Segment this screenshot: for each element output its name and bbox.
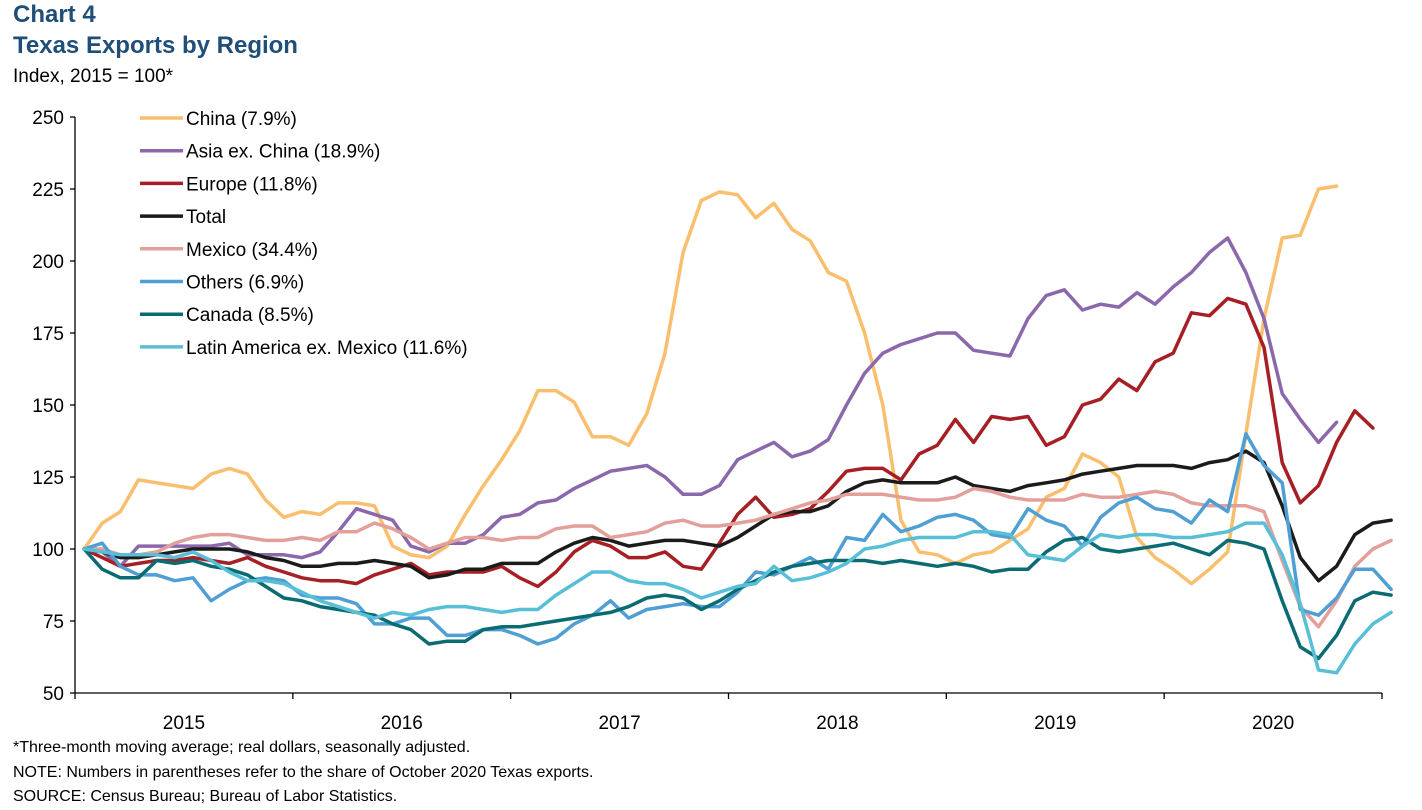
y-axis-units-label: Index, 2015 = 100* xyxy=(13,66,174,87)
series-line-asia-ex-china-18-9 xyxy=(82,236,1339,569)
x-tick-label: 2018 xyxy=(816,713,858,734)
y-tick-label: 100 xyxy=(32,540,64,561)
axes: 50 75 100 125 150 175 200 225 250 2015 2016 2017 201… xyxy=(32,108,1383,734)
legend-label: Latin America ex. Mexico (11.6%) xyxy=(186,338,468,359)
x-tick-label: 2015 xyxy=(163,713,205,734)
series-lines xyxy=(82,184,1393,675)
legend-label: Others (6.9%) xyxy=(186,273,304,294)
series-line-canada-8-5 xyxy=(82,535,1393,661)
legend: China (7.9%) Asia ex. China (18.9%) Europe… xyxy=(140,109,468,359)
footnote-method: *Three-month moving average; real dollar… xyxy=(13,739,471,756)
y-tick-label: 200 xyxy=(32,252,64,273)
y-tick-label: 75 xyxy=(43,612,64,633)
series-line-europe-11-8 xyxy=(82,296,1375,589)
chart-number: Chart 4 xyxy=(13,1,96,28)
line-chart: 50 75 100 125 150 175 200 225 250 2015 2016 2017 201… xyxy=(32,108,1393,734)
x-tick-label: 2017 xyxy=(598,713,640,734)
series-line-others-6-9 xyxy=(82,432,1393,646)
footnote-note: NOTE: Numbers in parentheses refer to th… xyxy=(13,764,594,781)
x-tick-label: 2016 xyxy=(381,713,423,734)
y-tick-label: 125 xyxy=(32,468,64,489)
legend-label: Mexico (34.4%) xyxy=(186,240,318,261)
legend-label: China (7.9%) xyxy=(186,109,297,130)
y-tick-label: 150 xyxy=(32,396,64,417)
y-tick-label: 250 xyxy=(32,108,64,129)
series-line-total xyxy=(82,449,1393,583)
y-tick-label: 175 xyxy=(32,324,64,345)
series-line-latin-america-ex-mexico-11-6 xyxy=(82,521,1393,675)
legend-label: Asia ex. China (18.9%) xyxy=(186,142,380,163)
legend-label: Canada (8.5%) xyxy=(186,305,314,326)
y-tick-label: 225 xyxy=(32,180,64,201)
x-tick-label: 2020 xyxy=(1252,713,1294,734)
legend-label: Total xyxy=(186,207,226,228)
footnote-source: SOURCE: Census Bureau; Bureau of Labor S… xyxy=(13,788,398,805)
y-tick-label: 50 xyxy=(43,684,64,705)
x-tick-label: 2019 xyxy=(1034,713,1076,734)
series-line-china-7-9 xyxy=(82,184,1339,586)
chart-title: Texas Exports by Region xyxy=(13,32,298,59)
legend-label: Europe (11.8%) xyxy=(186,174,318,195)
series-line-mexico-34-4 xyxy=(82,486,1393,629)
